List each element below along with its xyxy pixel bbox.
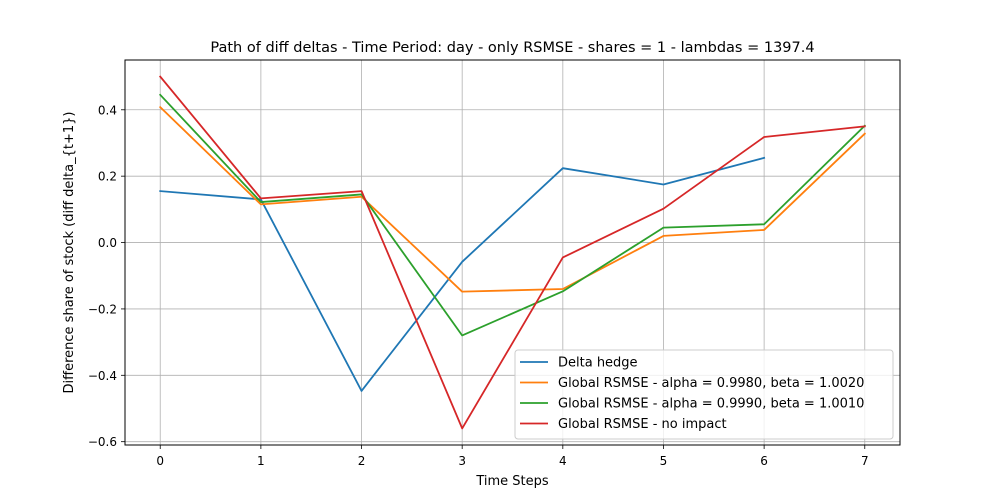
x-tick-label: 7 — [861, 454, 869, 468]
x-tick-label: 6 — [760, 454, 768, 468]
y-tick-label: −0.2 — [88, 302, 117, 316]
x-axis-label: Time Steps — [475, 474, 549, 489]
y-axis-label: Difference share of stock (diff delta_{t… — [62, 112, 77, 394]
y-tick-label: −0.6 — [88, 435, 117, 449]
legend-box — [514, 349, 894, 440]
y-tick-label: −0.4 — [88, 369, 117, 383]
chart-title: Path of diff deltas - Time Period: day -… — [210, 40, 814, 56]
y-tick-label: 0.0 — [98, 236, 117, 250]
legend-label-3: Global RSMSE - alpha = 0.9990, beta = 1.… — [558, 397, 864, 412]
plot-area-frame — [124, 59, 901, 446]
series-line-1 — [159, 156, 766, 392]
y-tick-label: 0.4 — [98, 103, 117, 117]
legend-label-4: Global RSMSE - no impact — [558, 417, 727, 432]
axis-ticks: 0 1 2 3 4 5 6 7 −0.6 −0.4 −0.2 0.0 0.2 0.4 — [88, 103, 869, 468]
series-lines — [158, 75, 867, 430]
x-tick-label: 0 — [156, 454, 164, 468]
legend-label-1: Delta hedge — [558, 356, 638, 371]
x-tick-label: 4 — [559, 454, 567, 468]
legend: Delta hedge Global RSMSE - alpha = 0.9980… — [514, 349, 894, 440]
x-tick-label: 3 — [458, 454, 466, 468]
legend-label-2: Global RSMSE - alpha = 0.9980, beta = 1.… — [558, 376, 864, 391]
y-tick-label: 0.2 — [98, 170, 117, 184]
series-line-3 — [158, 93, 867, 337]
series-line-4 — [158, 75, 866, 430]
series-line-2 — [158, 105, 867, 293]
x-tick-label: 2 — [358, 454, 366, 468]
x-tick-label: 5 — [660, 454, 668, 468]
x-tick-label: 1 — [257, 454, 265, 468]
